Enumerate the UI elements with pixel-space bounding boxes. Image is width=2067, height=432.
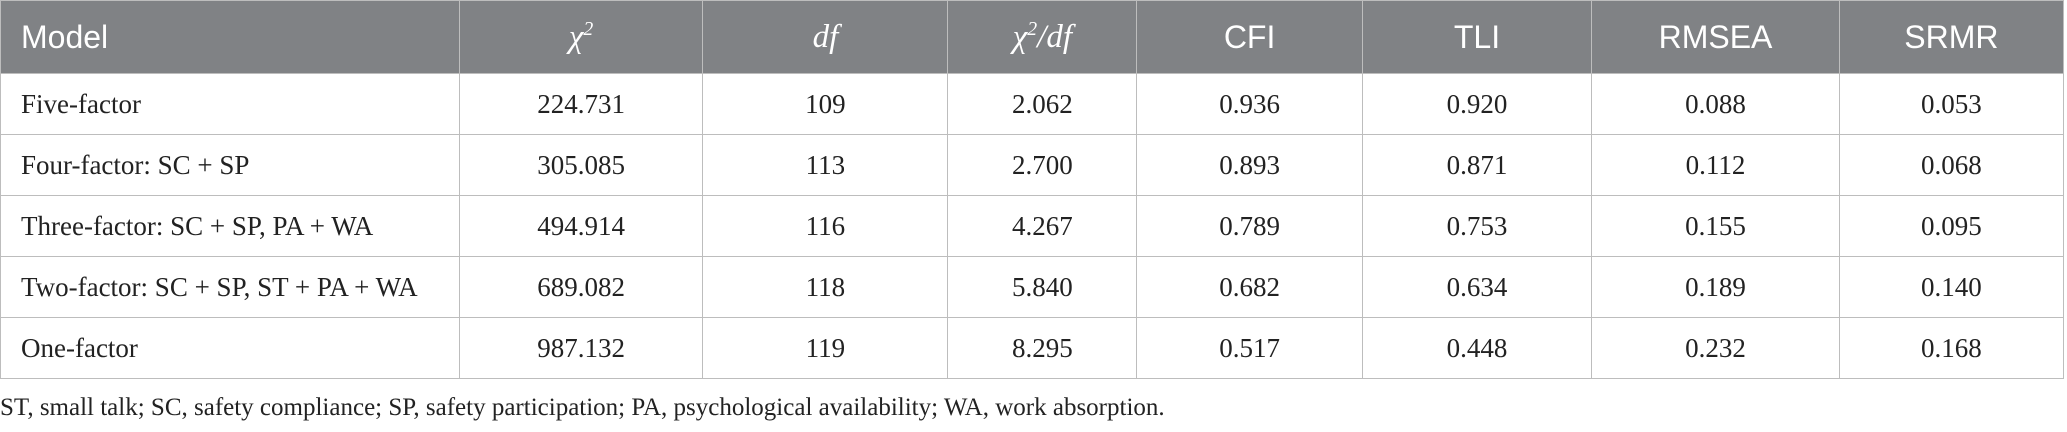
cell-chi-square: 305.085	[458, 134, 704, 196]
model-fit-table: Model χ2 df χ2/df CFI TLI RMSEA SRMR Fiv…	[0, 0, 2065, 379]
header-chi-symbol: χ	[568, 19, 584, 55]
cell-rmsea: 0.088	[1591, 73, 1840, 135]
cell-model: Five-factor	[0, 73, 460, 135]
cell-chi-square-df: 2.062	[947, 73, 1138, 135]
cell-rmsea: 0.189	[1591, 256, 1840, 318]
header-chi-df-symbol: χ	[1012, 19, 1028, 55]
header-chi-superscript: 2	[583, 18, 594, 40]
table-row: Three-factor: SC + SP, PA + WA 494.914 1…	[0, 195, 2065, 257]
table-row: One-factor 987.132 119 8.295 0.517 0.448…	[0, 317, 2065, 379]
table-footnote: ST, small talk; SC, safety compliance; S…	[0, 394, 1165, 421]
cell-model: One-factor	[0, 317, 460, 379]
cell-chi-square-df: 2.700	[947, 134, 1138, 196]
cell-chi-square: 987.132	[458, 317, 704, 379]
cell-srmr: 0.168	[1838, 317, 2065, 379]
cell-chi-square-df: 8.295	[947, 317, 1138, 379]
cell-tli: 0.871	[1361, 134, 1593, 196]
cell-rmsea: 0.155	[1591, 195, 1840, 257]
header-df: df	[702, 0, 948, 74]
cell-srmr: 0.068	[1838, 134, 2065, 196]
cell-df: 109	[702, 73, 949, 135]
cell-srmr: 0.053	[1838, 73, 2065, 135]
header-row: Model χ2 df χ2/df CFI TLI RMSEA SRMR	[0, 0, 2065, 74]
cell-chi-square: 494.914	[458, 195, 704, 257]
cell-tli: 0.634	[1361, 256, 1593, 318]
cell-srmr: 0.095	[1838, 195, 2065, 257]
header-chi-square: χ2	[458, 0, 703, 74]
header-chi-square-df: χ2/df	[947, 0, 1137, 74]
header-tli: TLI	[1361, 0, 1592, 74]
table-row: Five-factor 224.731 109 2.062 0.936 0.92…	[0, 73, 2065, 135]
header-cfi: CFI	[1136, 0, 1363, 74]
header-chi-df-superscript: 2	[1027, 18, 1038, 40]
cell-df: 116	[702, 195, 949, 257]
cell-df: 113	[702, 134, 949, 196]
cell-model: Three-factor: SC + SP, PA + WA	[0, 195, 460, 257]
cell-rmsea: 0.232	[1591, 317, 1840, 379]
cell-cfi: 0.936	[1136, 73, 1363, 135]
cell-tli: 0.753	[1361, 195, 1593, 257]
cell-chi-square: 689.082	[458, 256, 704, 318]
cell-df: 118	[702, 256, 949, 318]
model-fit-table-container: Model χ2 df χ2/df CFI TLI RMSEA SRMR Fiv…	[0, 0, 2065, 379]
cell-cfi: 0.517	[1136, 317, 1363, 379]
header-chi-df-rest: /df	[1037, 19, 1073, 55]
cell-srmr: 0.140	[1838, 256, 2065, 318]
table-row: Four-factor: SC + SP 305.085 113 2.700 0…	[0, 134, 2065, 196]
cell-tli: 0.920	[1361, 73, 1593, 135]
cell-model: Two-factor: SC + SP, ST + PA + WA	[0, 256, 460, 318]
cell-cfi: 0.682	[1136, 256, 1363, 318]
cell-chi-square-df: 5.840	[947, 256, 1138, 318]
cell-model: Four-factor: SC + SP	[0, 134, 460, 196]
cell-rmsea: 0.112	[1591, 134, 1840, 196]
table-row: Two-factor: SC + SP, ST + PA + WA 689.08…	[0, 256, 2065, 318]
cell-cfi: 0.789	[1136, 195, 1363, 257]
header-rmsea: RMSEA	[1591, 0, 1840, 74]
cell-tli: 0.448	[1361, 317, 1593, 379]
cell-chi-square-df: 4.267	[947, 195, 1138, 257]
cell-df: 119	[702, 317, 949, 379]
cell-cfi: 0.893	[1136, 134, 1363, 196]
header-model: Model	[0, 0, 460, 74]
cell-chi-square: 224.731	[458, 73, 704, 135]
header-srmr: SRMR	[1838, 0, 2065, 74]
